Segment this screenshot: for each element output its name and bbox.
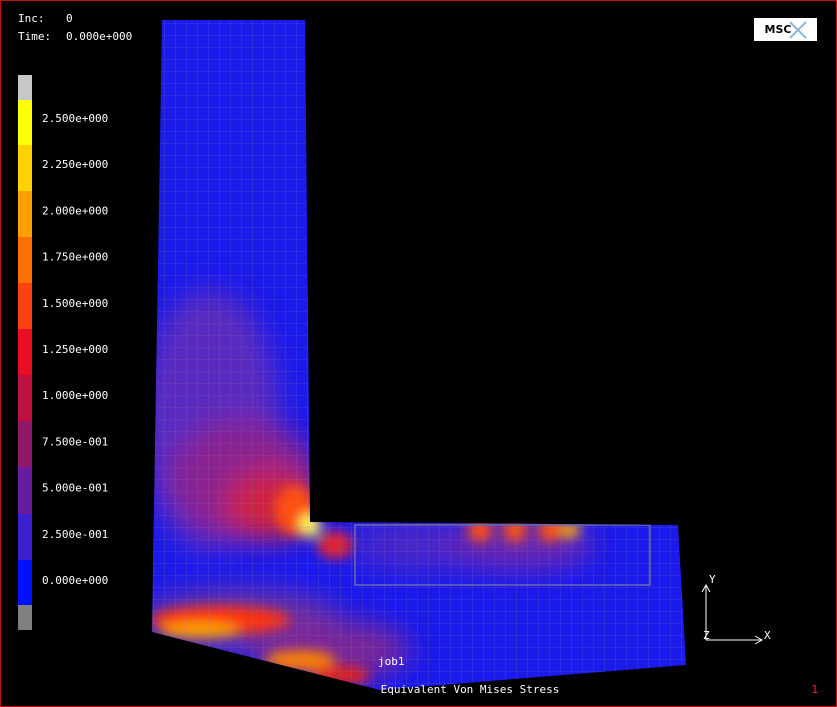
legend-label: 1.000e+000 <box>42 389 108 402</box>
legend-label: 1.500e+000 <box>42 297 108 310</box>
result-title: Equivalent Von Mises Stress <box>381 683 560 696</box>
inc-label: Inc: <box>18 12 45 25</box>
legend-label: 2.250e+000 <box>42 158 108 171</box>
color-bar <box>18 75 32 630</box>
legend-label: 7.500e-001 <box>42 435 108 448</box>
time-value: 0.000e+000 <box>66 30 132 43</box>
logo: MSC <box>754 18 817 41</box>
job-name: job1 <box>378 655 405 668</box>
legend-label: 2.500e+000 <box>42 112 108 125</box>
legend-label: 1.750e+000 <box>42 251 108 264</box>
legend-label: 2.500e-001 <box>42 528 108 541</box>
axis-triad <box>701 583 764 645</box>
legend-label: 5.000e-001 <box>42 482 108 495</box>
window-number: 1 <box>811 683 818 696</box>
inc-value: 0 <box>66 12 73 25</box>
legend-label: 1.250e+000 <box>42 343 108 356</box>
time-label: Time: <box>18 30 51 43</box>
legend-label: 2.000e+000 <box>42 204 108 217</box>
axis-x: X <box>764 629 771 642</box>
axis-z: Z <box>703 629 710 642</box>
axis-y: Y <box>709 573 716 586</box>
legend-label: 0.000e+000 <box>42 574 108 587</box>
logo-text: MSC <box>765 23 792 36</box>
